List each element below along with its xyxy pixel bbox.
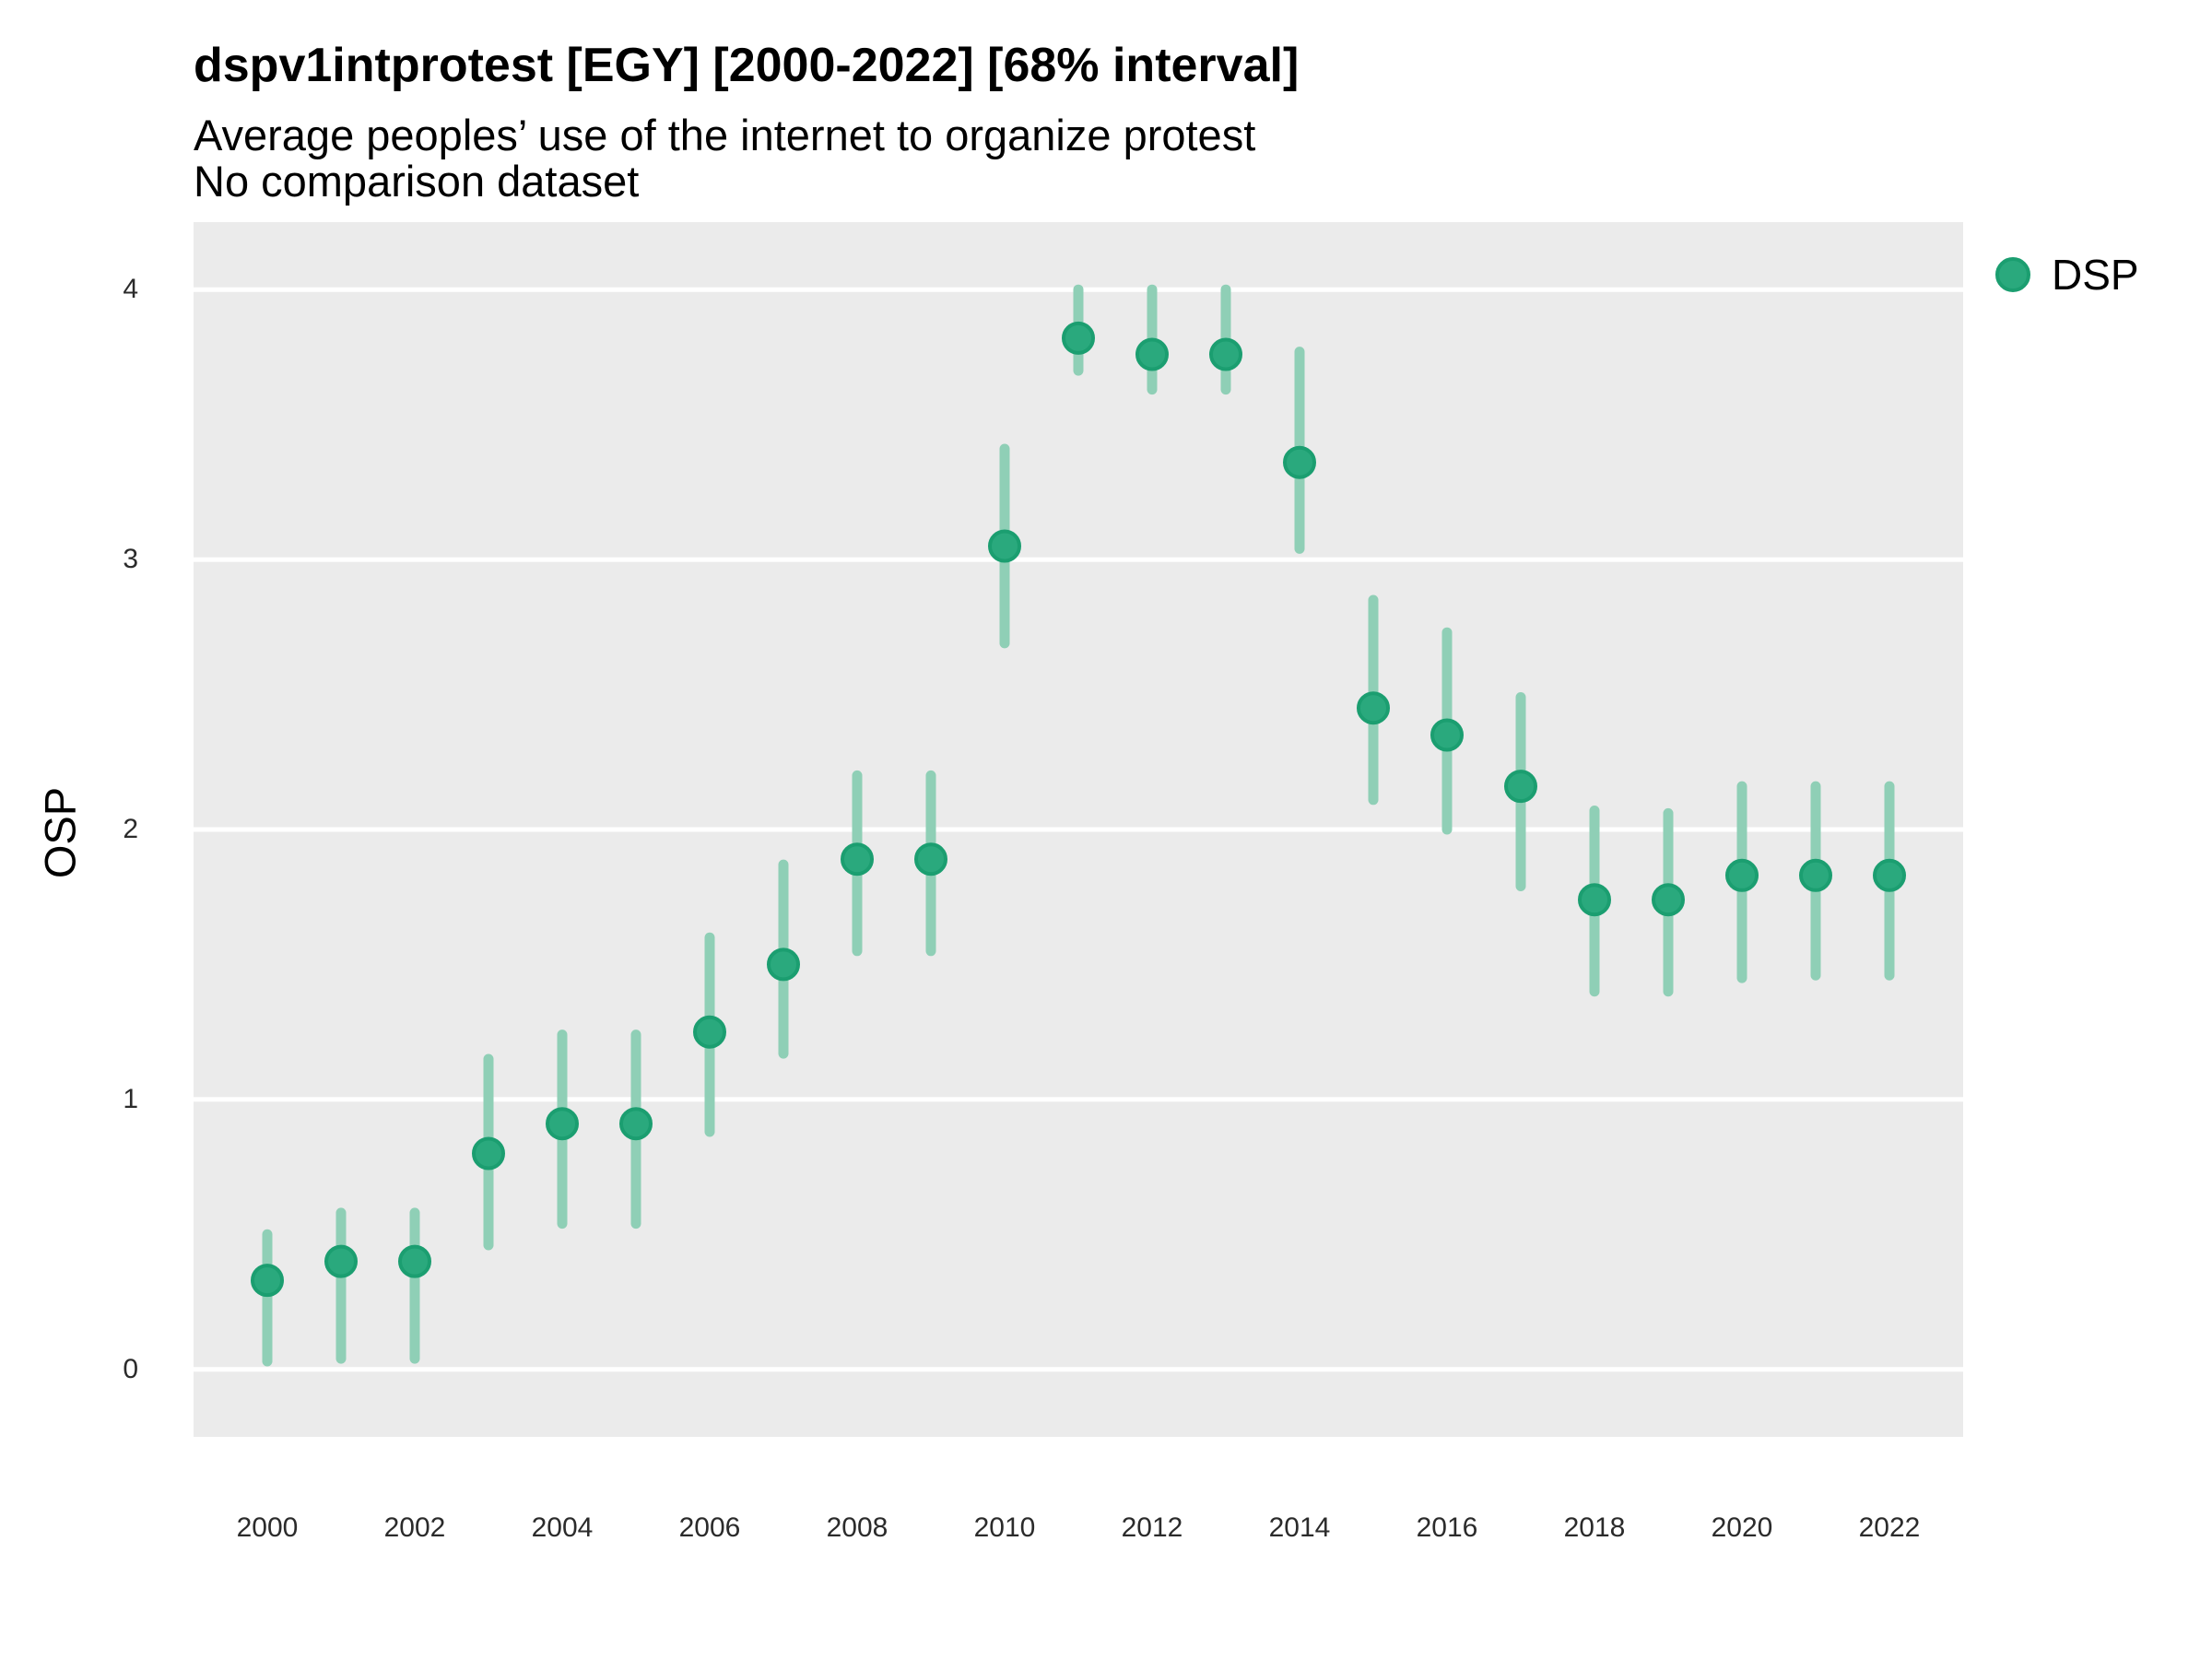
x-tick-label-2008: 2008 xyxy=(826,1512,888,1543)
chart-subtitle: Average peoples’ use of the internet to … xyxy=(194,111,1256,159)
data-point-2013 xyxy=(1209,337,1242,371)
y-tick-label-1: 1 xyxy=(123,1083,138,1114)
data-point-2000 xyxy=(251,1264,284,1298)
data-point-2003 xyxy=(472,1136,505,1171)
data-point-2014 xyxy=(1283,445,1316,479)
x-tick-label-2012: 2012 xyxy=(1121,1512,1183,1543)
x-tick-label-2002: 2002 xyxy=(383,1512,446,1543)
x-tick-label-2014: 2014 xyxy=(1268,1512,1331,1543)
y-tick-label-2: 2 xyxy=(123,814,138,844)
data-point-2017 xyxy=(1504,770,1537,804)
data-point-2016 xyxy=(1430,718,1464,752)
data-point-2009 xyxy=(914,842,947,877)
plot-panel xyxy=(194,222,1963,1437)
data-point-2021 xyxy=(1799,858,1832,892)
data-point-2011 xyxy=(1062,321,1095,355)
data-point-2002 xyxy=(398,1244,431,1278)
data-point-2018 xyxy=(1578,883,1611,917)
data-point-2019 xyxy=(1652,883,1685,917)
data-point-2007 xyxy=(767,947,800,982)
x-tick-label-2000: 2000 xyxy=(236,1512,299,1543)
x-tick-label-2016: 2016 xyxy=(1416,1512,1478,1543)
data-point-2020 xyxy=(1725,858,1759,892)
data-point-2022 xyxy=(1873,858,1906,892)
data-point-2001 xyxy=(324,1244,358,1278)
y-tick-label-3: 3 xyxy=(123,544,138,575)
data-point-2005 xyxy=(619,1107,653,1141)
x-tick-label-2004: 2004 xyxy=(531,1512,594,1543)
x-tick-label-2022: 2022 xyxy=(1858,1512,1921,1543)
x-tick-label-2006: 2006 xyxy=(678,1512,741,1543)
x-tick-label-2018: 2018 xyxy=(1563,1512,1626,1543)
chart-title: dspv1intprotest [EGY] [2000-2022] [68% i… xyxy=(194,39,1300,92)
legend-label: DSP xyxy=(2052,251,2139,299)
data-point-2006 xyxy=(693,1015,726,1049)
legend-marker-dot xyxy=(1995,257,2030,292)
chart-note: No comparison dataset xyxy=(194,157,640,206)
data-point-2008 xyxy=(841,842,874,877)
x-tick-label-2010: 2010 xyxy=(973,1512,1036,1543)
data-point-2012 xyxy=(1135,337,1169,371)
y-tick-label-4: 4 xyxy=(123,274,138,305)
plot-canvas xyxy=(194,284,1963,1372)
data-point-2010 xyxy=(988,529,1021,563)
data-point-2004 xyxy=(546,1107,579,1141)
y-tick-label-0: 0 xyxy=(123,1353,138,1384)
x-tick-label-2020: 2020 xyxy=(1711,1512,1773,1543)
data-point-2015 xyxy=(1357,691,1390,725)
